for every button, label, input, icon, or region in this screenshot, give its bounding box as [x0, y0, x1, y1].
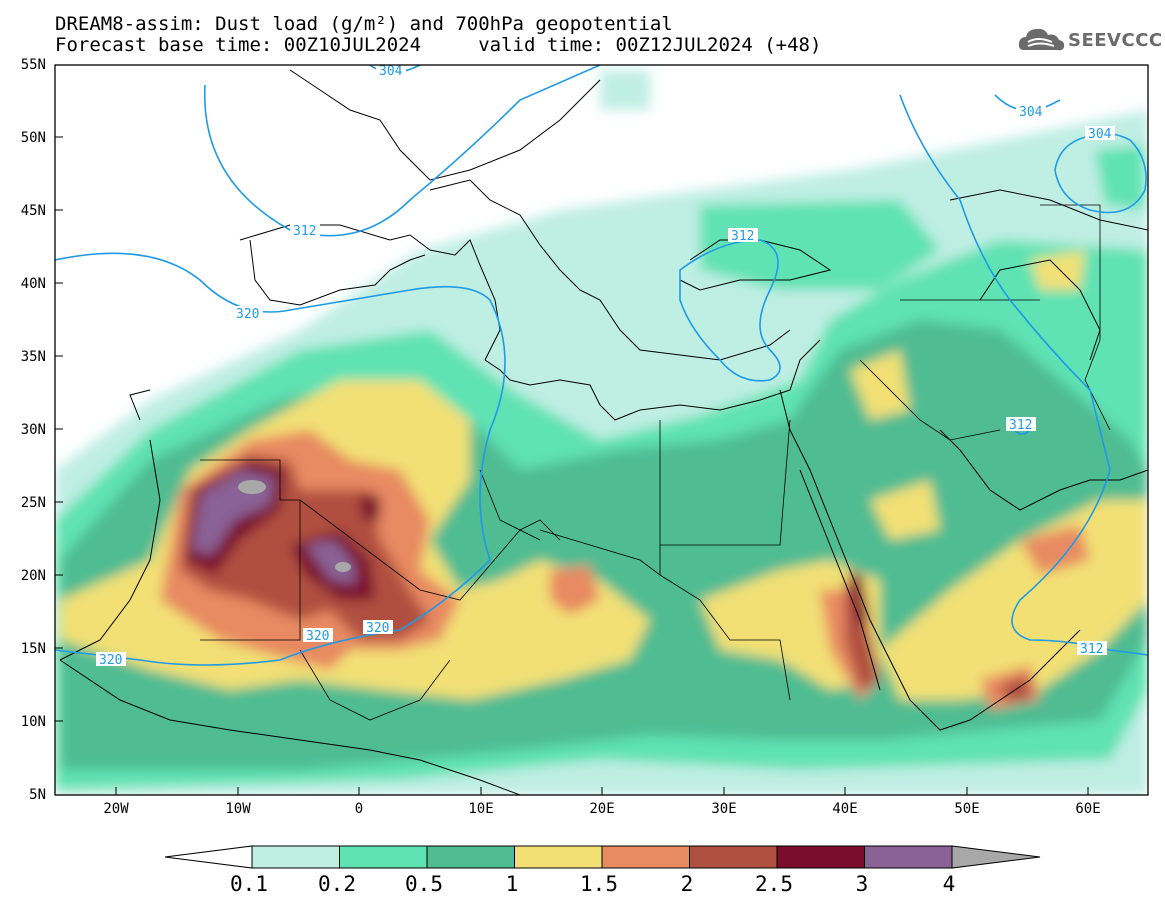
svg-text:320: 320 [236, 307, 259, 322]
colorbar-tick-label: 2.5 [755, 872, 793, 896]
lon-label: 10W [225, 801, 251, 817]
contour-label: 320 [96, 652, 126, 668]
svg-text:320: 320 [306, 629, 329, 644]
cloud-icon [1018, 28, 1065, 51]
contour-label: 320 [363, 620, 393, 636]
colorbar-swatch [689, 845, 778, 869]
contour-label: 304 [376, 63, 406, 79]
colorbar-tick-label: 2 [680, 872, 694, 896]
lat-label: 55N [20, 57, 46, 73]
colorbar-swatch [339, 845, 428, 869]
lat-label: 10N [20, 714, 46, 730]
svg-text:312: 312 [1080, 642, 1103, 657]
svg-text:320: 320 [99, 653, 122, 668]
lat-label: 30N [20, 422, 46, 438]
lat-label: 50N [20, 130, 46, 146]
lat-label: 5N [29, 787, 46, 803]
contour-label: 304 [1085, 126, 1115, 142]
seevccc-logo [1018, 24, 1158, 56]
lat-label: 40N [20, 276, 46, 292]
svg-text:304: 304 [1019, 105, 1043, 120]
lon-label: 10E [468, 801, 494, 817]
lon-label: 20E [589, 801, 615, 817]
colorbar-swatch [601, 845, 690, 869]
svg-text:312: 312 [293, 224, 316, 239]
lat-label: 15N [20, 641, 46, 657]
colorbar-swatch [776, 845, 865, 869]
colorbar-tick-label: 1 [505, 872, 519, 896]
colorbar-tick-label: 0.1 [230, 872, 268, 896]
colorbar-swatch [251, 845, 340, 869]
contour-label: 320 [303, 628, 333, 644]
lon-label: 0 [354, 801, 364, 817]
title-line-2: Forecast base time: 00Z10JUL2024 valid t… [55, 34, 822, 56]
svg-text:312: 312 [731, 229, 754, 244]
country-borders [200, 204, 1111, 721]
colorbar-tick-label: 0.2 [318, 872, 356, 896]
coastlines [59, 69, 1148, 795]
logo-text: SEEVCCC [1068, 30, 1163, 51]
lat-label: 45N [20, 203, 46, 219]
contour-label: 320 [233, 306, 263, 322]
lat-label: 20N [20, 568, 46, 584]
lon-label: 50E [954, 801, 980, 817]
dust-field [55, 65, 1148, 795]
contour-label: 312 [1077, 641, 1107, 657]
colorbar-swatch [864, 845, 953, 869]
contour-labels: 304 304 304 312 312 312 312 320 [96, 63, 1115, 668]
colorbar-underflow [164, 845, 253, 869]
geopotential-contours [55, 65, 1148, 666]
colorbar [164, 845, 1041, 869]
colorbar-tick-label: 3 [855, 872, 869, 896]
colorbar-swatch [426, 845, 515, 869]
colorbar-tick-label: 1.5 [580, 872, 618, 896]
lon-label: 40E [832, 801, 858, 817]
svg-text:304: 304 [1088, 127, 1112, 142]
title-line-1: DREAM8-assim: Dust load (g/m²) and 700hP… [55, 13, 673, 35]
contour-label: 312 [1006, 417, 1036, 433]
colorbar-boxes [251, 845, 953, 869]
svg-text:312: 312 [1009, 418, 1032, 433]
contour-label: 312 [728, 228, 758, 244]
colorbar-tick-label: 4 [942, 872, 956, 896]
lon-label: 20W [103, 801, 129, 817]
contour-label: 304 [1016, 104, 1046, 120]
colorbar-overflow [951, 845, 1041, 869]
colorbar-swatch [514, 845, 603, 869]
lon-label: 30E [711, 801, 737, 817]
colorbar-tick-label: 0.5 [405, 872, 443, 896]
contour-label: 312 [290, 223, 320, 239]
axis-ticks [55, 136, 1089, 795]
svg-text:304: 304 [379, 64, 403, 79]
lat-label: 25N [20, 495, 46, 511]
lat-label: 35N [20, 349, 46, 365]
lon-label: 60E [1075, 801, 1101, 817]
svg-text:320: 320 [366, 621, 389, 636]
